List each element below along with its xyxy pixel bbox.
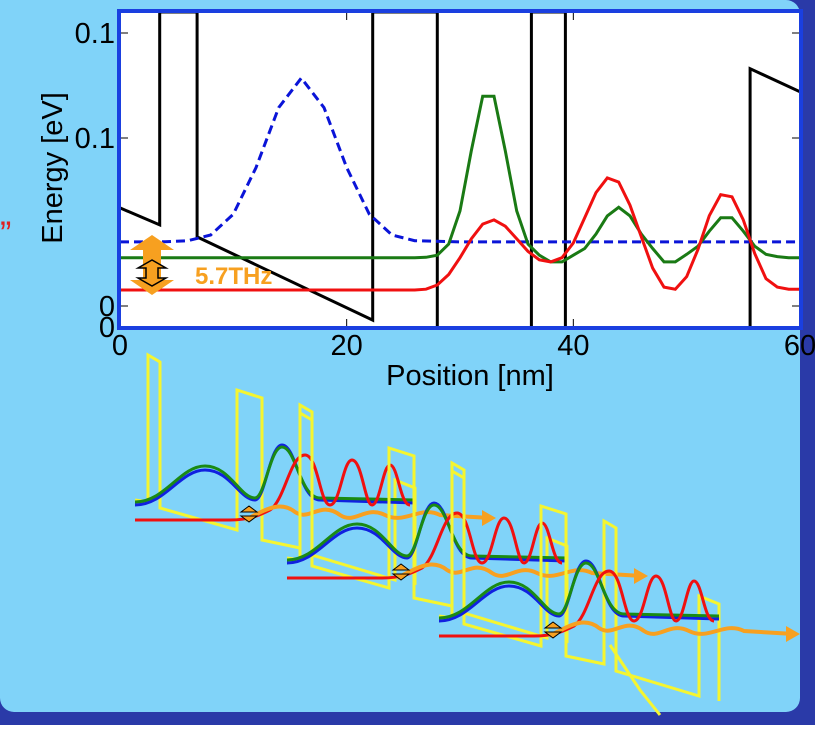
output-arrowhead — [482, 510, 496, 526]
x-tick-label: 40 — [557, 330, 589, 362]
wave-green — [134, 445, 416, 504]
mini-gap-arrow — [239, 505, 259, 523]
series-line — [120, 75, 800, 244]
series-line — [120, 94, 800, 264]
frequency-label: 5.7THz — [195, 263, 272, 290]
axes: 0 20 40 600.10.100 — [75, 12, 815, 362]
y-axis-label: Energy [eV] — [37, 92, 69, 244]
quote-mark: ” — [0, 215, 11, 253]
plot-lines — [120, 12, 800, 327]
potential-profile — [134, 352, 417, 585]
y-tick-label: 0.1 — [75, 18, 115, 50]
wave-orange — [244, 504, 491, 522]
plot-frame — [117, 9, 803, 330]
cascade-stage — [134, 352, 496, 585]
x-tick-label: 60 — [784, 330, 815, 362]
x-tick-label: 20 — [331, 330, 363, 362]
bg-corner — [0, 0, 30, 30]
y-tick-label: 0 — [99, 291, 115, 323]
y-tick-label: 0.1 — [75, 123, 115, 155]
gap-arrows — [130, 235, 174, 295]
x-tick-label: 0 — [112, 330, 128, 362]
series-line — [120, 176, 800, 292]
x-axis-label: Position [nm] — [386, 360, 554, 392]
y-tick-label: 0 — [99, 312, 115, 344]
gap-arrow-small — [135, 259, 169, 287]
potential-tail — [608, 644, 662, 716]
series-line — [120, 12, 800, 327]
